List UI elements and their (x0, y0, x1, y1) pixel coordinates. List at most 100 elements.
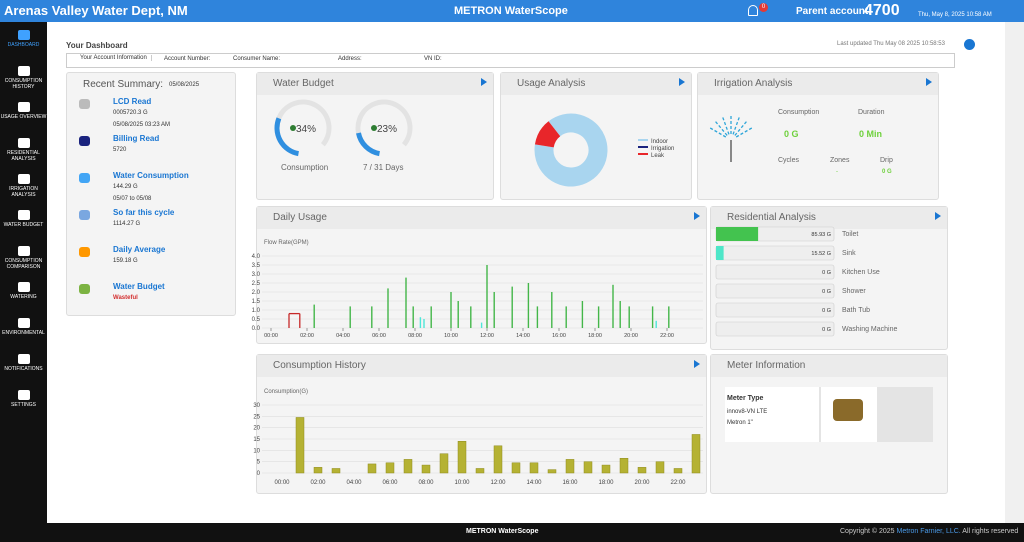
open-arrow[interactable] (926, 78, 932, 86)
company-link[interactable]: Metron Farnier, LLC. (896, 528, 961, 535)
meter-model: innov8-VN LTE (727, 409, 768, 415)
nav-label: IRRIGATION ANALYSIS (9, 186, 38, 198)
panel-header: Residential Analysis (711, 207, 947, 229)
notification-bell[interactable] (748, 5, 758, 16)
nav-icon (17, 102, 30, 112)
panel-header: Irrigation Analysis (698, 73, 938, 95)
open-arrow[interactable] (679, 78, 685, 86)
zones-label: Zones (830, 157, 850, 164)
meter-photo (833, 399, 863, 421)
summary-icon (79, 173, 90, 183)
meter-card (725, 387, 819, 442)
nav-label: WATERING (10, 294, 37, 300)
summary-label: LCD Read (113, 97, 152, 106)
summary-line: 1114.27 G (113, 221, 141, 227)
summary-line: 144.29 G (113, 184, 138, 190)
summary-icon (79, 136, 90, 146)
nav-label: NOTIFICATIONS (4, 366, 43, 372)
consumption-history-panel: Consumption History (256, 354, 707, 494)
nav-item[interactable]: SETTINGS (0, 390, 47, 408)
summary-line: 05/07 to 05/08 (113, 196, 152, 202)
footer (0, 523, 1024, 542)
nav-item[interactable]: RESIDENTIAL ANALYSIS (0, 138, 47, 162)
footer-brand: METRON WaterScope (466, 528, 539, 535)
recent-summary-date: 05/08/2025 (169, 82, 200, 88)
panel-header: Consumption History (257, 355, 706, 377)
nav-item[interactable]: CONSUMPTION COMPARISON (0, 246, 47, 270)
nav-item[interactable]: WATER BUDGET (0, 210, 47, 228)
drip-label: Drip (880, 157, 893, 164)
sidebar: DASHBOARD CONSUMPTION HISTORY USAGE OVERVI… (0, 22, 47, 523)
account-bar (66, 53, 955, 68)
summary-line: 159.18 G (113, 258, 138, 264)
consumption-label: Consumption (778, 109, 820, 116)
meter-make: Metron 1" (727, 420, 753, 426)
app-title: Arenas Valley Water Dept, NM (4, 3, 188, 18)
nav-label: ENVIRONMENTAL (2, 330, 45, 336)
dashboard-title: Your Dashboard (66, 41, 128, 50)
summary-icon (79, 210, 90, 220)
nav-label: DASHBOARD (7, 42, 40, 48)
rights: All rights reserved (962, 528, 1019, 535)
nav-icon (17, 390, 30, 400)
recent-summary-title: Recent Summary: (83, 79, 164, 90)
irrigation-panel: Irrigation Analysis Consumption 0 G Dura… (697, 72, 939, 200)
meter-type: Meter Type (727, 395, 764, 402)
open-arrow[interactable] (694, 212, 700, 220)
brand: METRON WaterScope (454, 5, 568, 17)
panel-header: Meter Information (711, 355, 947, 377)
usage-analysis-panel: Usage Analysis (500, 72, 692, 200)
summary-icon (79, 99, 90, 109)
last-updated: Last updated Thu May 08 2025 10:58:53 (837, 41, 945, 47)
nav-icon (17, 246, 30, 256)
gauge-label: Consumption (281, 163, 329, 172)
nav-icon (17, 30, 30, 40)
summary-label: Water Budget (113, 282, 165, 291)
header (0, 0, 1024, 22)
residential-panel: Residential Analysis (710, 206, 948, 350)
copyright-text: Copyright © 2025 (840, 528, 895, 535)
nav-item[interactable]: WATERING (0, 282, 47, 300)
consumer-name: Consumer Name: (233, 56, 281, 62)
nav-icon (17, 138, 30, 148)
nav-icon (17, 66, 30, 76)
address: Address: (338, 56, 362, 62)
parent-account: 4700 (864, 2, 900, 19)
panel-header: Water Budget (257, 73, 493, 95)
recent-summary-panel: Recent Summary: 05/08/2025 LCD Read 00057… (66, 72, 236, 316)
nav-label: CONSUMPTION HISTORY (4, 78, 43, 90)
meter-panel: Meter Information Meter Type innov8-VN L… (710, 354, 948, 494)
zones-value: - (836, 169, 838, 175)
gauge-label: 7 / 31 Days (363, 163, 404, 172)
duration-label: Duration (858, 109, 885, 116)
account-number: Account Number: (164, 56, 211, 62)
open-arrow[interactable] (935, 212, 941, 220)
nav-item[interactable]: ENVIRONMENTAL (0, 318, 47, 336)
nav-icon (17, 282, 30, 292)
panel-header: Daily Usage (257, 207, 706, 229)
account-info[interactable]: Your Account Information (68, 55, 152, 61)
nav-item[interactable]: NOTIFICATIONS (0, 354, 47, 372)
summary-line: 05/08/2025 03:23 AM (113, 122, 171, 128)
nav-item[interactable]: CONSUMPTION HISTORY (0, 66, 47, 90)
nav-item[interactable]: DASHBOARD (0, 30, 47, 48)
summary-line: 5720 (113, 147, 127, 153)
notification-count: 0 (759, 3, 768, 12)
summary-label: Daily Average (113, 245, 166, 254)
drip-value: 0 G (882, 169, 892, 175)
daily-usage-panel: Daily Usage (256, 206, 707, 344)
nav-item[interactable]: USAGE OVERVIEW (0, 102, 47, 120)
nav-icon (17, 354, 30, 364)
help-icon[interactable] (964, 39, 975, 50)
nav-label: SETTINGS (10, 402, 36, 408)
nav-label: CONSUMPTION COMPARISON (4, 258, 43, 270)
nav-label: RESIDENTIAL ANALYSIS (7, 150, 40, 162)
open-arrow[interactable] (481, 78, 487, 86)
summary-icon (79, 247, 90, 257)
water-budget-panel: Water Budget Consumption 7 / 31 Days (256, 72, 494, 200)
nav-item[interactable]: IRRIGATION ANALYSIS (0, 174, 47, 198)
summary-line: Wasteful (113, 295, 138, 301)
open-arrow[interactable] (694, 360, 700, 368)
summary-label: Water Consumption (113, 171, 189, 180)
